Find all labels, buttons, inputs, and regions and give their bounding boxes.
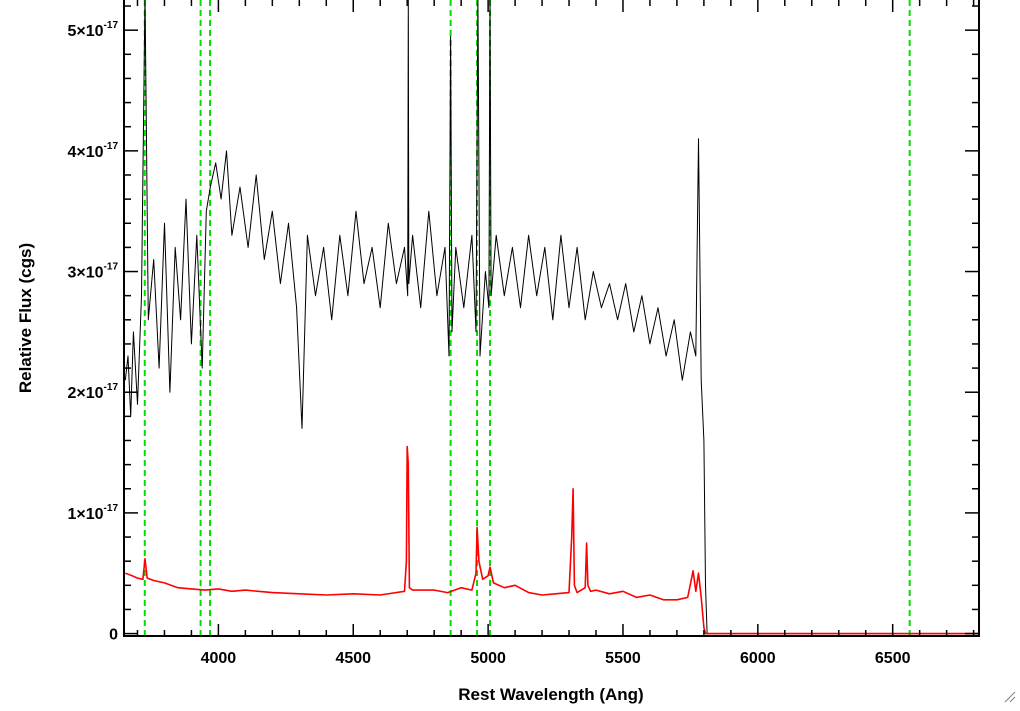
x-axis-title: Rest Wavelength (Ang) xyxy=(458,685,643,704)
spectrum-line-black xyxy=(124,0,979,635)
x-tick-label: 5000 xyxy=(470,650,506,667)
plot-frame xyxy=(123,0,980,637)
y-axis-title: Relative Flux (cgs) xyxy=(16,243,35,393)
y-tick-label: 4×10-17 xyxy=(68,141,119,161)
y-tick-label: 5×10-17 xyxy=(68,20,119,40)
x-tick-label: 5500 xyxy=(605,650,641,667)
y-tick-label: 0 xyxy=(109,627,118,644)
y-tick-label: 3×10-17 xyxy=(68,262,119,282)
x-tick-label: 6500 xyxy=(875,650,911,667)
spectrum-series xyxy=(124,0,979,635)
vertical-line-markers xyxy=(143,0,911,636)
x-tick-label: 4500 xyxy=(335,650,371,667)
y-tick-label: 2×10-17 xyxy=(68,382,119,402)
resize-grip-icon[interactable] xyxy=(1004,690,1016,703)
spectrum-line-red xyxy=(125,445,979,635)
x-tick-label: 4000 xyxy=(201,650,237,667)
y-tick-label: 1×10-17 xyxy=(68,503,119,523)
x-tick-label: 6000 xyxy=(740,650,776,667)
axes: 4000 4500 5000 5500 6000 6500 0 1×10-17 2×10-17 3… xyxy=(68,0,980,667)
